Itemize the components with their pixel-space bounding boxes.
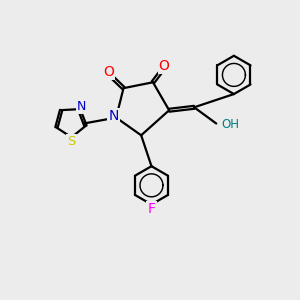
Text: F: F (148, 202, 155, 216)
Text: O: O (103, 65, 114, 79)
Text: OH: OH (221, 118, 240, 131)
Text: N: N (109, 109, 119, 123)
Text: O: O (159, 59, 170, 73)
Text: S: S (67, 135, 76, 148)
Text: N: N (77, 100, 86, 113)
